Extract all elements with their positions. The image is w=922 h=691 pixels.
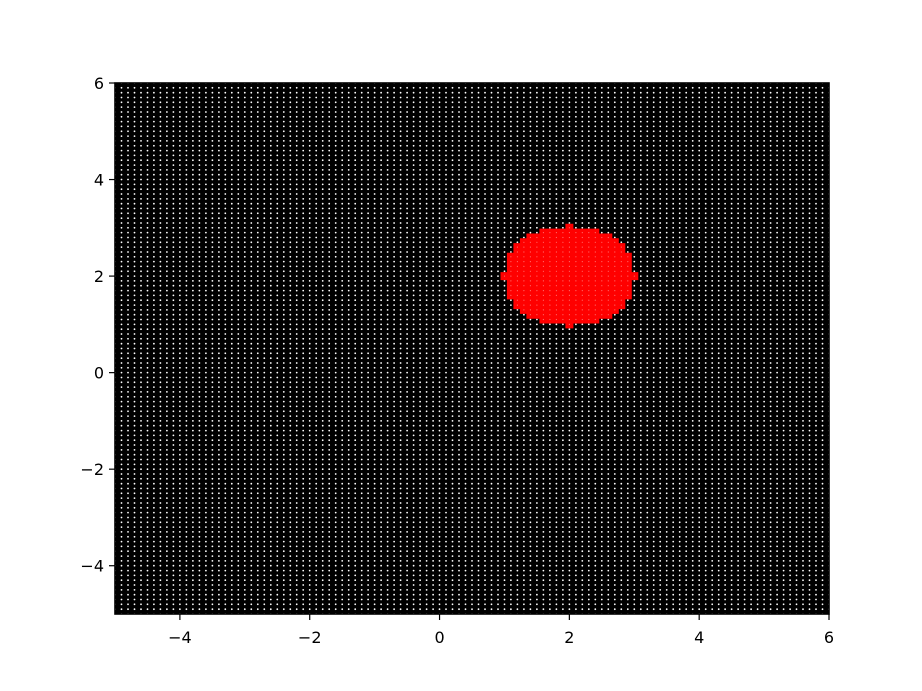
y-tick-label: −4 [80,557,104,576]
y-tick-label: −2 [80,460,104,479]
y-axis: −4 −2 0 2 4 6 [80,74,115,576]
x-tick-label: 6 [824,628,834,647]
y-tick-label: 2 [94,267,104,286]
y-tick-label: 6 [94,74,104,93]
plot-frame [114,82,830,615]
y-tick-label: 0 [94,364,104,383]
x-tick-label: 4 [694,628,704,647]
y-tick-label: 4 [94,171,104,190]
x-axis: −4 −2 0 2 4 6 [168,614,834,647]
inside-points-red [503,227,635,325]
x-tick-label: 0 [434,628,444,647]
x-tick-label: −4 [168,628,192,647]
x-tick-label: 2 [564,628,574,647]
x-tick-label: −2 [298,628,322,647]
